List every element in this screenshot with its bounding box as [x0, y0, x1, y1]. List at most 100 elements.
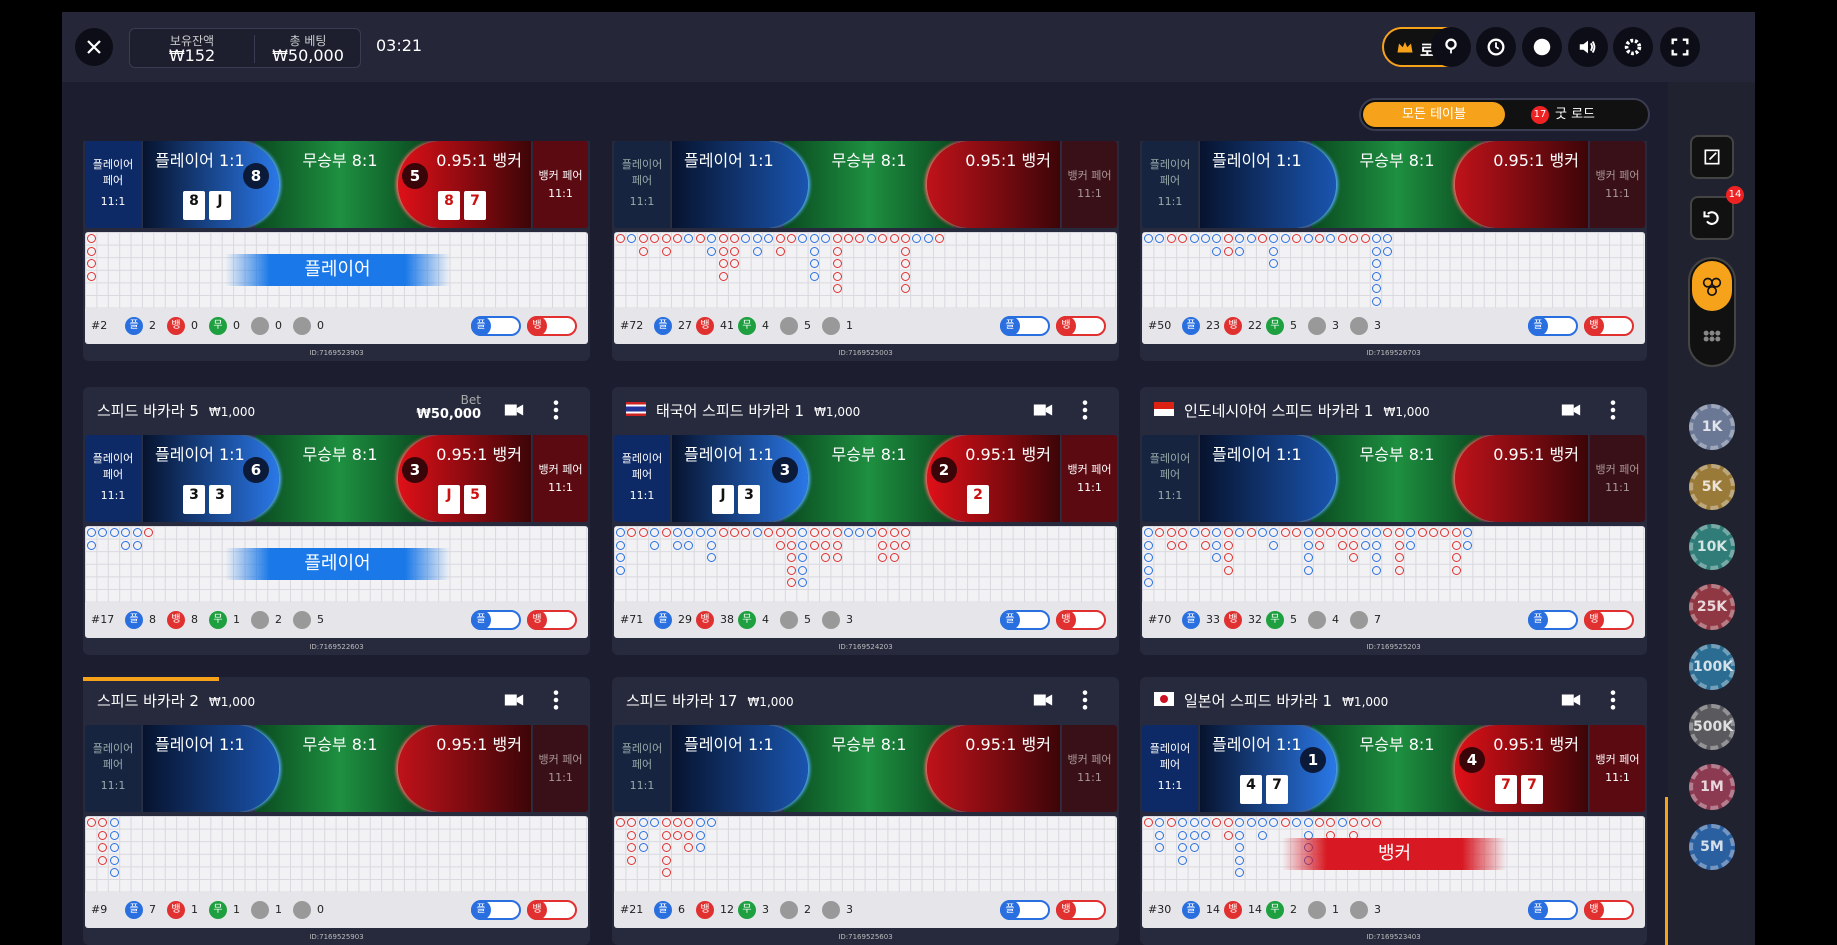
player-pair-spot[interactable]: 플레이어 페어 11:1 — [614, 141, 670, 228]
road-predict-button[interactable]: 플 — [1528, 900, 1578, 920]
banker-pair-spot[interactable]: 뱅커 페어 11:1 — [1590, 141, 1645, 228]
chip[interactable]: 5M — [1689, 824, 1735, 870]
player-spot[interactable]: 플레이어 1:1 3 J 3 — [672, 435, 808, 522]
player-spot[interactable]: 플레이어 1:1 — [1200, 435, 1336, 522]
banker-pair-spot[interactable]: 뱅커 페어 11:1 — [1062, 725, 1117, 812]
close-button[interactable] — [75, 28, 113, 66]
menu-button[interactable] — [545, 399, 567, 421]
tie-spot[interactable]: 무승부 8:1 — [784, 141, 954, 228]
banker-pair-spot[interactable]: 뱅커 페어 11:1 — [1590, 435, 1645, 522]
player-pair-spot[interactable]: 플레이어 페어 11:1 — [614, 435, 670, 522]
table-card[interactable]: 스피드 바카라 5 ₩1,000 Bet ₩50,000 플레이어 페어 11:1 무승부 … — [83, 387, 590, 655]
tie-spot[interactable]: 무승부 8:1 — [1312, 141, 1482, 228]
video-button[interactable] — [1560, 689, 1582, 711]
table-card[interactable]: 플레이어 페어 11:1 무승부 8:1 플레이어 1:1 8 8 J 0.95:1 뱅커 5 8… — [83, 141, 590, 361]
banker-pair-spot[interactable]: 뱅커 페어 11:1 — [1062, 141, 1117, 228]
chip[interactable]: 10K — [1689, 524, 1735, 570]
banker-spot[interactable]: 0.95:1 뱅커 2 2 — [927, 435, 1060, 522]
table-card[interactable]: 일본어 스피드 바카라 1 ₩1,000 플레이어 페어 11:1 무승부 8:1 플레이… — [1140, 677, 1647, 945]
chip[interactable]: 25K — [1689, 584, 1735, 630]
road-predict-button[interactable]: 플 — [471, 610, 521, 630]
chip[interactable]: 100K — [1689, 644, 1735, 690]
player-spot[interactable]: 플레이어 1:1 — [143, 725, 279, 812]
banker-spot[interactable]: 0.95:1 뱅커 5 8 7 — [398, 141, 531, 228]
menu-button[interactable] — [1074, 689, 1096, 711]
tie-spot[interactable]: 무승부 8:1 — [784, 435, 954, 522]
road-predict-button[interactable]: 플 — [471, 900, 521, 920]
chip[interactable]: 5K — [1689, 464, 1735, 510]
player-spot[interactable]: 플레이어 1:1 6 3 3 — [143, 435, 279, 522]
player-pair-spot[interactable]: 플레이어 페어 11:1 — [1142, 435, 1198, 522]
tie-spot[interactable]: 무승부 8:1 — [1312, 435, 1482, 522]
banker-pair-spot[interactable]: 뱅커 페어 11:1 — [533, 725, 588, 812]
road-predict-button[interactable]: 뱅 — [1584, 900, 1634, 920]
banker-spot[interactable]: 0.95:1 뱅커 — [927, 725, 1060, 812]
player-spot[interactable]: 플레이어 1:1 — [672, 141, 808, 228]
table-card[interactable]: 스피드 바카라 17 ₩1,000 플레이어 페어 11:1 무승부 8:1 플레이어 1… — [612, 677, 1119, 945]
table-card[interactable]: 태국어 스피드 바카라 1 ₩1,000 플레이어 페어 11:1 무승부 8:1 플레이… — [612, 387, 1119, 655]
road-predict-button[interactable]: 플 — [1000, 316, 1050, 336]
tie-spot[interactable]: 무승부 8:1 — [255, 435, 425, 522]
video-button[interactable] — [1032, 689, 1054, 711]
tie-spot[interactable]: 무승부 8:1 — [255, 725, 425, 812]
banker-spot[interactable]: 0.95:1 뱅커 3 J 5 — [398, 435, 531, 522]
banker-spot[interactable]: 0.95:1 뱅커 — [1455, 141, 1588, 228]
toolbar-button[interactable] — [1613, 27, 1653, 67]
tab-good-road[interactable]: 17 굿 로드 — [1511, 102, 1646, 127]
chip[interactable]: 500K — [1689, 704, 1735, 750]
toolbar-button[interactable] — [1476, 27, 1516, 67]
banker-spot[interactable]: 0.95:1 뱅커 4 7 7 — [1455, 725, 1588, 812]
menu-button[interactable] — [1602, 399, 1624, 421]
table-card[interactable]: 스피드 바카라 2 ₩1,000 플레이어 페어 11:1 무승부 8:1 플레이어 1:… — [83, 677, 590, 945]
player-pair-spot[interactable]: 플레이어 페어 11:1 — [1142, 725, 1198, 812]
tie-spot[interactable]: 무승부 8:1 — [784, 725, 954, 812]
menu-button[interactable] — [1602, 689, 1624, 711]
road-predict-button[interactable]: 뱅 — [1056, 316, 1106, 336]
banker-spot[interactable]: 0.95:1 뱅커 — [1455, 435, 1588, 522]
banker-pair-spot[interactable]: 뱅커 페어 11:1 — [533, 435, 588, 522]
player-pair-spot[interactable]: 플레이어 페어 11:1 — [85, 141, 141, 228]
table-card[interactable]: 플레이어 페어 11:1 무승부 8:1 플레이어 1:1 0.95:1 뱅커 뱅커 페어… — [1140, 141, 1647, 361]
road-predict-button[interactable]: 뱅 — [1056, 900, 1106, 920]
player-pair-spot[interactable]: 플레이어 페어 11:1 — [85, 725, 141, 812]
table-card[interactable]: 인도네시아어 스피드 바카라 1 ₩1,000 플레이어 페어 11:1 무승부 8:1… — [1140, 387, 1647, 655]
video-button[interactable] — [1032, 399, 1054, 421]
video-button[interactable] — [1560, 399, 1582, 421]
chip[interactable]: 1K — [1689, 404, 1735, 450]
road-predict-button[interactable]: 뱅 — [527, 610, 577, 630]
tie-spot[interactable]: 무승부 8:1 — [255, 141, 425, 228]
road-predict-button[interactable]: 플 — [1000, 610, 1050, 630]
player-spot[interactable]: 플레이어 1:1 8 8 J — [143, 141, 279, 228]
road-predict-button[interactable]: 플 — [1528, 316, 1578, 336]
undo-button[interactable] — [1690, 196, 1734, 240]
toolbar-button[interactable] — [1522, 27, 1562, 67]
view-grid[interactable] — [1692, 315, 1732, 363]
toolbar-button[interactable] — [1431, 27, 1471, 67]
player-spot[interactable]: 플레이어 1:1 — [672, 725, 808, 812]
player-spot[interactable]: 플레이어 1:1 — [1200, 141, 1336, 228]
tie-spot[interactable]: 무승부 8:1 — [1312, 725, 1482, 812]
banker-spot[interactable]: 0.95:1 뱅커 — [398, 725, 531, 812]
banker-spot[interactable]: 0.95:1 뱅커 — [927, 141, 1060, 228]
player-spot[interactable]: 플레이어 1:1 1 4 7 — [1200, 725, 1336, 812]
road-predict-button[interactable]: 뱅 — [1584, 316, 1634, 336]
banker-pair-spot[interactable]: 뱅커 페어 11:1 — [1590, 725, 1645, 812]
chip[interactable]: 1M — [1689, 764, 1735, 810]
player-pair-spot[interactable]: 플레이어 페어 11:1 — [85, 435, 141, 522]
menu-button[interactable] — [1074, 399, 1096, 421]
banker-pair-spot[interactable]: 뱅커 페어 11:1 — [533, 141, 588, 228]
road-predict-button[interactable]: 플 — [1000, 900, 1050, 920]
road-predict-button[interactable]: 플 — [471, 316, 521, 336]
note-button[interactable] — [1690, 135, 1734, 179]
player-pair-spot[interactable]: 플레이어 페어 11:1 — [614, 725, 670, 812]
road-predict-button[interactable]: 뱅 — [527, 316, 577, 336]
toolbar-button[interactable] — [1568, 27, 1608, 67]
player-pair-spot[interactable]: 플레이어 페어 11:1 — [1142, 141, 1198, 228]
menu-button[interactable] — [545, 689, 567, 711]
video-button[interactable] — [503, 399, 525, 421]
video-button[interactable] — [503, 689, 525, 711]
banker-pair-spot[interactable]: 뱅커 페어 11:1 — [1062, 435, 1117, 522]
road-predict-button[interactable]: 뱅 — [1584, 610, 1634, 630]
table-card[interactable]: 플레이어 페어 11:1 무승부 8:1 플레이어 1:1 0.95:1 뱅커 뱅커 페어… — [612, 141, 1119, 361]
road-predict-button[interactable]: 뱅 — [527, 900, 577, 920]
